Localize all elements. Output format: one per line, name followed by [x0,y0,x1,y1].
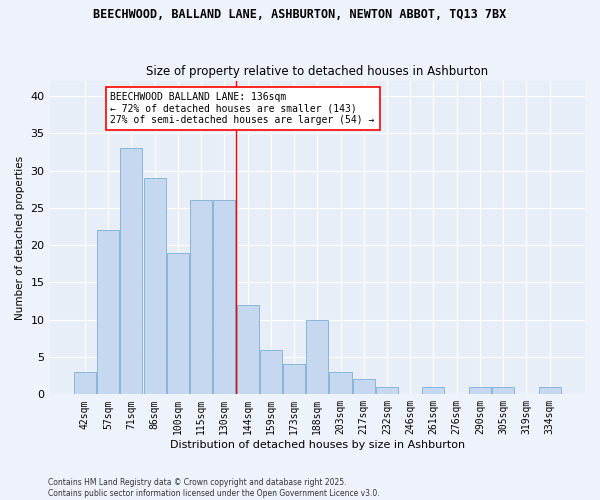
Bar [167,252,189,394]
Bar [539,387,560,394]
Bar [121,148,142,394]
Bar [376,387,398,394]
Text: BEECHWOOD, BALLAND LANE, ASHBURTON, NEWTON ABBOT, TQ13 7BX: BEECHWOOD, BALLAND LANE, ASHBURTON, NEWT… [94,8,506,20]
Bar [469,387,491,394]
Text: Contains HM Land Registry data © Crown copyright and database right 2025.
Contai: Contains HM Land Registry data © Crown c… [48,478,380,498]
Bar [260,350,282,395]
Y-axis label: Number of detached properties: Number of detached properties [15,156,25,320]
X-axis label: Distribution of detached houses by size in Ashburton: Distribution of detached houses by size … [170,440,465,450]
Bar [283,364,305,394]
Bar [329,372,352,394]
Title: Size of property relative to detached houses in Ashburton: Size of property relative to detached ho… [146,66,488,78]
Bar [143,178,166,394]
Bar [190,200,212,394]
Bar [306,320,328,394]
Bar [97,230,119,394]
Text: BEECHWOOD BALLAND LANE: 136sqm
← 72% of detached houses are smaller (143)
27% of: BEECHWOOD BALLAND LANE: 136sqm ← 72% of … [110,92,375,126]
Bar [492,387,514,394]
Bar [213,200,235,394]
Bar [422,387,445,394]
Bar [236,305,259,394]
Bar [353,380,375,394]
Bar [74,372,96,394]
